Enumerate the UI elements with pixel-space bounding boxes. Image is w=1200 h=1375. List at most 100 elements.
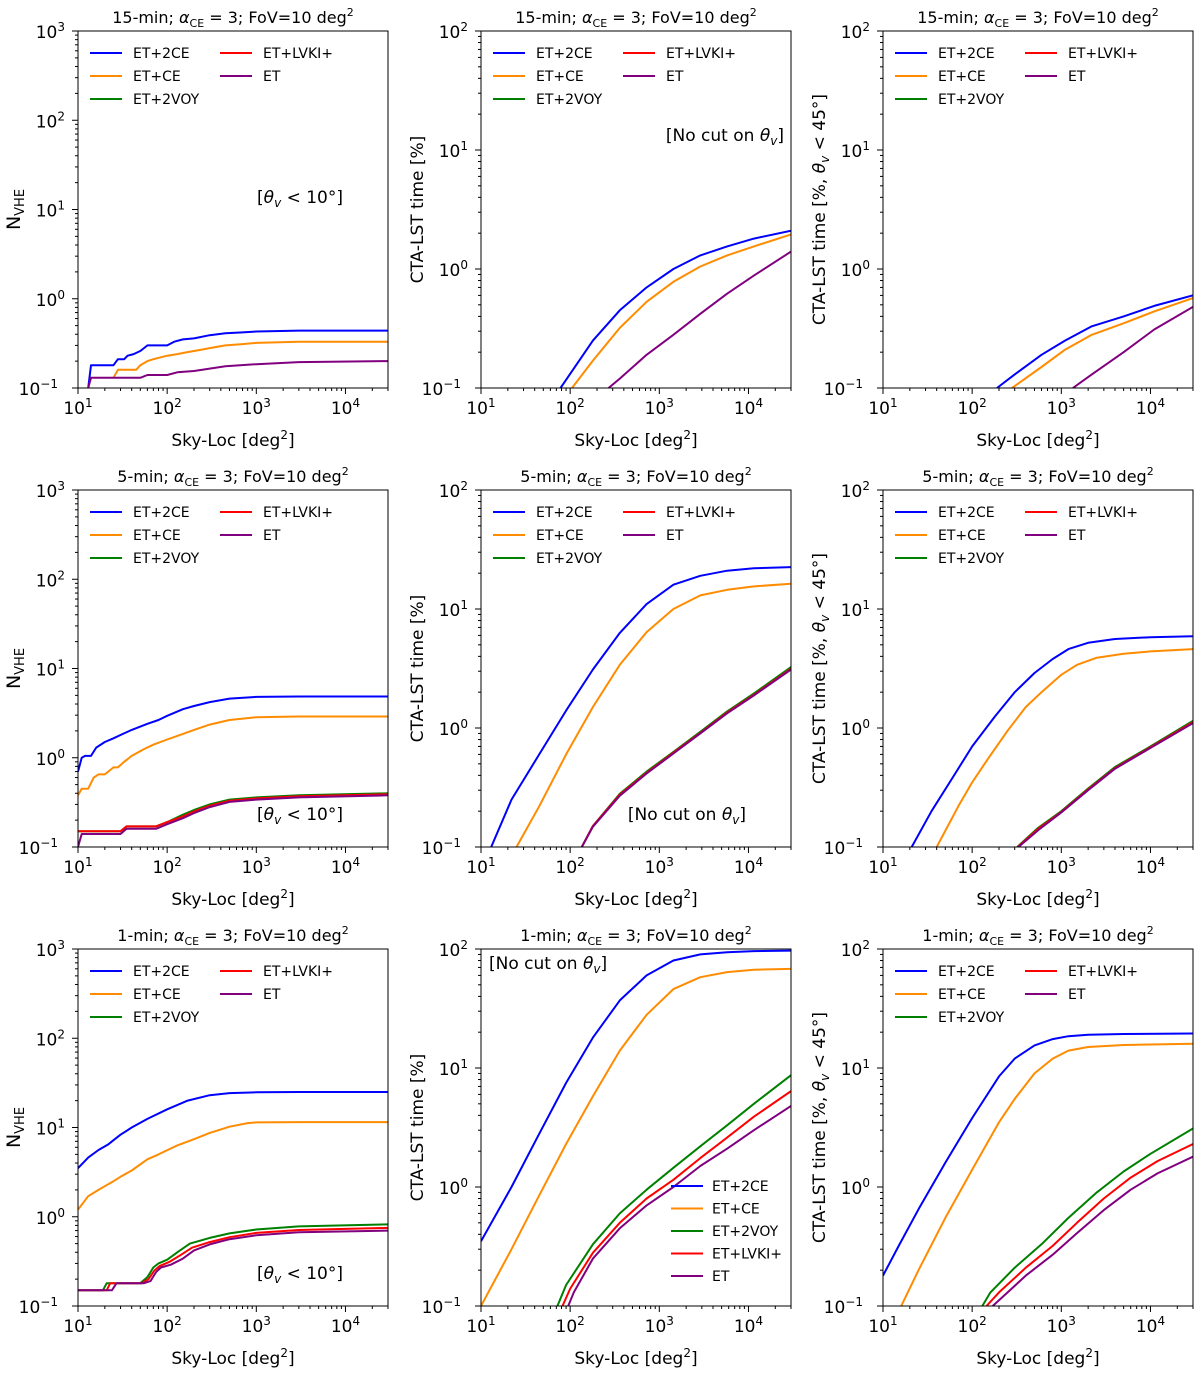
y-tick-label: 103: [36, 938, 65, 961]
y-tick-label: 100: [439, 717, 468, 740]
y-tick-label: 10−1: [19, 1295, 58, 1318]
series-line-et-2ce: [883, 1032, 1193, 1277]
plot-frame: [480, 948, 792, 1307]
series-group: [490, 566, 791, 847]
x-axis-label: Sky-Loc [deg2]: [171, 1346, 294, 1369]
legend-label: ET: [1068, 528, 1086, 544]
chart-title: 15-min; αCE = 3; FoV=10 deg2: [515, 6, 757, 30]
legend-label: ET+2VOY: [133, 551, 200, 567]
y-tick-label: 102: [439, 938, 468, 961]
chart-title: 1-min; αCE = 3; FoV=10 deg2: [117, 924, 348, 948]
legend: ET+2CE ET+CE ET+2VOY ET+LVKI+ ET: [671, 1179, 782, 1285]
legend-label: ET: [666, 528, 684, 544]
legend: ET+2CE ET+CE ET+2VOY ET+LVKI+ ET: [90, 46, 333, 108]
annotation: [θv < 10°]: [257, 1264, 343, 1286]
panel-p-1min-time: 1-min; αCE = 3; FoV=10 deg2 101 102 103 104 1…: [408, 924, 792, 1369]
series-line-et-2ce: [481, 949, 791, 1242]
series-line-et: [992, 1155, 1193, 1306]
panel-p-5min-time45: 5-min; αCE = 3; FoV=10 deg2 101 102 103 104 1…: [810, 465, 1194, 910]
x-axis-label: Sky-Loc [deg2]: [171, 428, 294, 451]
series-line-et-ce: [1011, 297, 1193, 388]
legend-label: ET+2CE: [133, 46, 190, 62]
legend-label: ET+2CE: [938, 46, 995, 62]
legend-label: ET+2VOY: [536, 92, 603, 108]
legend: ET+2CE ET+CE ET+2VOY ET+LVKI+ ET: [493, 46, 736, 108]
series-line-et-2ce: [87, 329, 388, 388]
y-tick-label: 10−1: [422, 836, 461, 859]
legend-label: ET+LVKI+: [666, 505, 736, 521]
y-tick-label: 101: [439, 139, 468, 162]
series-line-et: [78, 1229, 388, 1292]
x-tick-label: 104: [1136, 396, 1165, 419]
x-tick-label: 103: [645, 396, 674, 419]
legend-label: ET+CE: [536, 69, 584, 85]
legend-label: ET+2VOY: [536, 551, 603, 567]
x-tick-label: 101: [466, 396, 495, 419]
x-tick-label: 101: [868, 855, 897, 878]
x-tick-label: 104: [1136, 1314, 1165, 1337]
x-tick-label: 102: [153, 855, 182, 878]
legend-label: ET: [263, 987, 281, 1003]
x-tick-label: 101: [466, 855, 495, 878]
x-tick-label: 101: [466, 1314, 495, 1337]
series-line-et-2ce: [910, 635, 1193, 847]
series-group: [559, 229, 791, 388]
x-tick-label: 101: [63, 1314, 92, 1337]
series-line-et-ce: [78, 715, 388, 796]
series-line-et: [87, 360, 388, 388]
y-tick-label: 100: [439, 1176, 468, 1199]
x-tick-label: 102: [556, 855, 585, 878]
legend: ET+2CE ET+CE ET+2VOY ET+LVKI+ ET: [493, 505, 736, 567]
panel-p-15min-time45: 15-min; αCE = 3; FoV=10 deg2 101 102 103 104…: [810, 6, 1194, 451]
plot-frame: [882, 489, 1194, 848]
legend-label: ET+2CE: [938, 964, 995, 980]
x-tick-label: 102: [153, 396, 182, 419]
series-line-et-2voy: [556, 1074, 791, 1306]
x-tick-label: 104: [331, 1314, 360, 1337]
y-axis-label: CTA-LST time [%, θv < 45°]: [810, 94, 832, 325]
series-line-et-2ce: [78, 695, 388, 772]
plot-frame: [77, 30, 389, 389]
y-tick-label: 100: [841, 258, 870, 281]
plot-frame: [77, 948, 389, 1307]
y-tick-label: 100: [36, 288, 65, 311]
series-line-et: [1072, 306, 1193, 388]
series-line-et-2voy: [981, 1127, 1193, 1306]
y-tick-label: 101: [841, 1057, 870, 1080]
legend-label: ET: [666, 69, 684, 85]
legend-label: ET+CE: [133, 528, 181, 544]
x-tick-label: 104: [331, 396, 360, 419]
chart-title: 15-min; αCE = 3; FoV=10 deg2: [917, 6, 1159, 30]
chart-title: 5-min; αCE = 3; FoV=10 deg2: [117, 465, 348, 489]
series-group: [481, 949, 791, 1306]
series-line-et: [78, 794, 388, 847]
plot-frame: [77, 489, 389, 848]
legend-label: ET+2CE: [712, 1179, 769, 1195]
series-group: [996, 294, 1193, 388]
legend-label: ET+LVKI+: [1068, 46, 1138, 62]
series-line-et: [567, 1105, 791, 1306]
y-axis-label: CTA-LST time [%]: [408, 1054, 428, 1202]
y-tick-label: 103: [36, 20, 65, 43]
y-tick-label: 100: [36, 747, 65, 770]
legend-label: ET+2VOY: [938, 551, 1005, 567]
legend-label: ET+LVKI+: [666, 46, 736, 62]
series-line-et-ce: [515, 582, 791, 847]
series-line-et-ce: [571, 233, 791, 388]
series-line-et-2ce: [78, 1091, 388, 1169]
panel-p-5min-nvhe: 5-min; αCE = 3; FoV=10 deg2 101 102 103 104 1…: [3, 465, 389, 910]
series-line-et-2ce: [490, 566, 791, 847]
x-axis-label: Sky-Loc [deg2]: [574, 1346, 697, 1369]
chart-title: 5-min; αCE = 3; FoV=10 deg2: [922, 465, 1153, 489]
series-line-et-ce: [935, 648, 1193, 847]
x-tick-label: 103: [645, 855, 674, 878]
x-axis-label: Sky-Loc [deg2]: [976, 1346, 1099, 1369]
x-tick-label: 104: [734, 1314, 763, 1337]
y-tick-label: 10−1: [824, 1295, 863, 1318]
series-line-et-ce: [78, 1121, 388, 1211]
x-tick-label: 102: [958, 396, 987, 419]
series-line-et-ce: [900, 1042, 1193, 1306]
series-line-et: [580, 668, 791, 847]
x-tick-label: 104: [734, 855, 763, 878]
y-tick-label: 10−1: [422, 377, 461, 400]
